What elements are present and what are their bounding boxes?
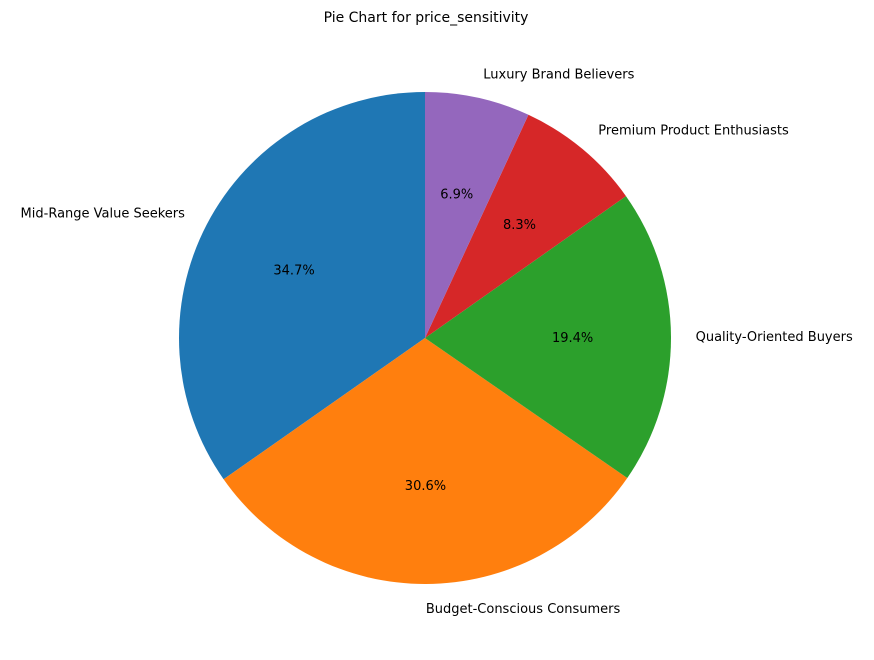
slice-category-label: Quality-Oriented Buyers (696, 330, 853, 345)
slice-percent-label: 8.3% (503, 218, 536, 233)
slice-percent-label: 34.7% (273, 263, 314, 278)
slice-category-label: Luxury Brand Believers (483, 67, 634, 82)
pie-slice-4 (425, 114, 626, 338)
pie-slice-5 (425, 92, 529, 338)
slice-category-label: Budget-Conscious Consumers (426, 602, 621, 617)
slice-percent-label: 30.6% (405, 479, 446, 494)
chart-title: Pie Chart for price_sensitivity (324, 10, 529, 26)
pie-slice-3 (425, 196, 672, 478)
slice-category-label: Premium Product Enthusiasts (598, 124, 789, 139)
slice-percent-label: 19.4% (552, 331, 593, 346)
slice-category-label: Mid-Range Value Seekers (21, 207, 186, 222)
pie-slices (178, 92, 672, 584)
pie-slice-2 (223, 338, 628, 584)
pie-slice-1 (178, 92, 425, 480)
slice-percent-label: 6.9% (440, 187, 473, 202)
percent-labels: 34.7% 30.6% 19.4% 8.3% 6.9% (273, 187, 593, 494)
category-labels: Mid-Range Value Seekers Budget-Conscious … (21, 67, 853, 617)
